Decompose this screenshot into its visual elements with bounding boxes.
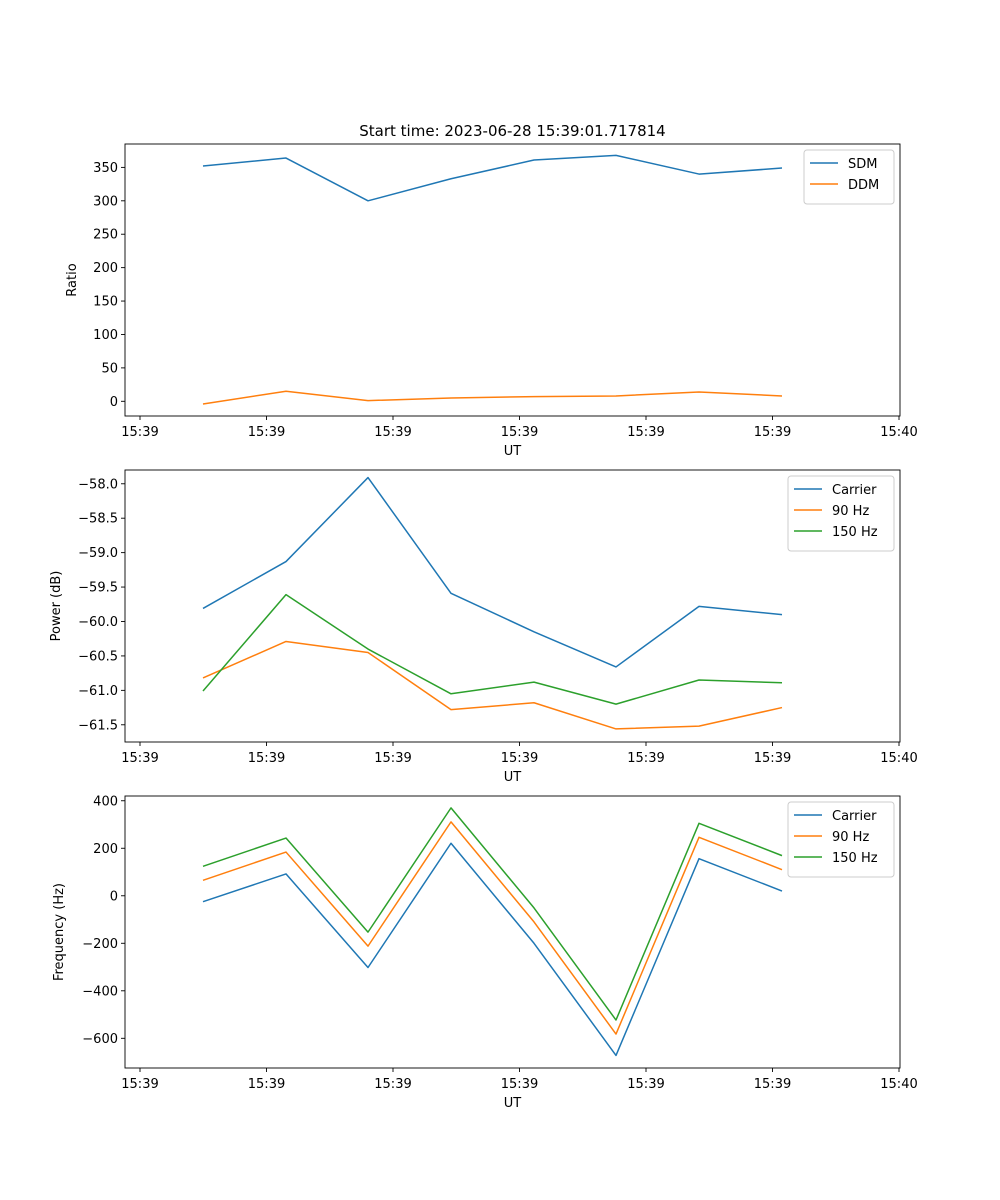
y-tick-label: −200: [82, 937, 118, 952]
y-tick-label: −60.0: [78, 615, 118, 630]
legend-box: [787, 801, 895, 878]
x-tick-label: 15:39: [627, 1077, 664, 1092]
y-tick-label: −59.0: [78, 546, 118, 561]
legend-label: SDM: [848, 157, 877, 172]
x-tick-label: 15:39: [754, 751, 791, 766]
ratio-subplot: 15:39 15:39 15:39 15:39 15:39 15:39 15:40 0 50 10…: [65, 143, 918, 459]
y-tick-label: 350: [93, 161, 118, 176]
y-tick-label: −400: [82, 984, 118, 999]
x-tick-label: 15:39: [248, 751, 285, 766]
legend: SDM DDM: [803, 149, 895, 205]
legend-box: [787, 475, 895, 552]
y-tick-label: 200: [93, 842, 118, 857]
x-tick-label: 15:40: [880, 1077, 917, 1092]
y-tick-label: −61.5: [78, 718, 118, 733]
y-axis-label: Power (dB): [49, 571, 64, 642]
x-tick-label: 15:39: [248, 425, 285, 440]
x-tick-label: 15:40: [880, 425, 917, 440]
legend: Carrier 90 Hz 150 Hz: [787, 801, 895, 878]
x-axis-label: UT: [504, 1096, 522, 1111]
chart-title: Start time: 2023-06-28 15:39:01.717814: [359, 122, 665, 140]
y-tick-label: −60.5: [78, 649, 118, 664]
legend-label: 90 Hz: [832, 830, 869, 845]
y-tick-label: 50: [101, 361, 118, 376]
x-axis-label: UT: [504, 444, 522, 459]
y-axis-label: Ratio: [65, 263, 80, 296]
y-tick-label: 0: [110, 395, 118, 410]
y-tick-label: 100: [93, 328, 118, 343]
legend-label: Carrier: [832, 809, 877, 824]
x-tick-label: 15:39: [248, 1077, 285, 1092]
legend-label: 90 Hz: [832, 504, 869, 519]
x-tick-label: 15:39: [754, 425, 791, 440]
series-line-carrier: [202, 842, 783, 1057]
legend-label: 150 Hz: [832, 851, 878, 866]
x-axis-label: UT: [504, 770, 522, 785]
y-tick-label: 400: [93, 794, 118, 809]
y-tick-label: 250: [93, 228, 118, 243]
axes-frame: [124, 795, 901, 1069]
series-line-90-hz: [202, 821, 783, 1035]
x-tick-label: 15:39: [121, 751, 158, 766]
series-line-90-hz: [202, 640, 783, 730]
series-line-150-hz: [202, 807, 783, 1021]
x-tick-label: 15:39: [501, 751, 538, 766]
x-tick-label: 15:39: [501, 1077, 538, 1092]
x-tick-label: 15:39: [754, 1077, 791, 1092]
legend-label: DDM: [848, 178, 879, 193]
series-line-ddm: [202, 390, 783, 405]
power-subplot: 15:39 15:39 15:39 15:39 15:39 15:39 15:40 −61.5…: [49, 469, 918, 785]
y-tick-label: −61.0: [78, 684, 118, 699]
y-tick-label: −59.5: [78, 581, 118, 596]
x-tick-label: 15:39: [374, 1077, 411, 1092]
y-tick-label: 200: [93, 261, 118, 276]
y-axis-label: Frequency (Hz): [52, 883, 67, 981]
series-line-sdm: [202, 154, 783, 202]
axes-frame: [124, 469, 901, 743]
x-tick-label: 15:39: [121, 1077, 158, 1092]
y-tick-label: 150: [93, 295, 118, 310]
legend-label: Carrier: [832, 483, 877, 498]
y-tick-label: 300: [93, 194, 118, 209]
x-tick-label: 15:40: [880, 751, 917, 766]
x-tick-label: 15:39: [374, 751, 411, 766]
y-tick-label: −58.0: [78, 477, 118, 492]
x-tick-label: 15:39: [501, 425, 538, 440]
series-line-carrier: [202, 476, 783, 668]
frequency-subplot: 15:39 15:39 15:39 15:39 15:39 15:39 15:40 −600 −…: [52, 794, 918, 1111]
y-tick-label: 0: [110, 889, 118, 904]
legend-label: 150 Hz: [832, 525, 878, 540]
x-tick-label: 15:39: [121, 425, 158, 440]
y-tick-label: −600: [82, 1032, 118, 1047]
x-tick-label: 15:39: [627, 751, 664, 766]
x-tick-label: 15:39: [627, 425, 664, 440]
y-tick-label: −58.5: [78, 512, 118, 527]
x-tick-label: 15:39: [374, 425, 411, 440]
legend: Carrier 90 Hz 150 Hz: [787, 475, 895, 552]
series-line-150-hz: [202, 593, 783, 705]
axes-frame: [124, 143, 901, 417]
